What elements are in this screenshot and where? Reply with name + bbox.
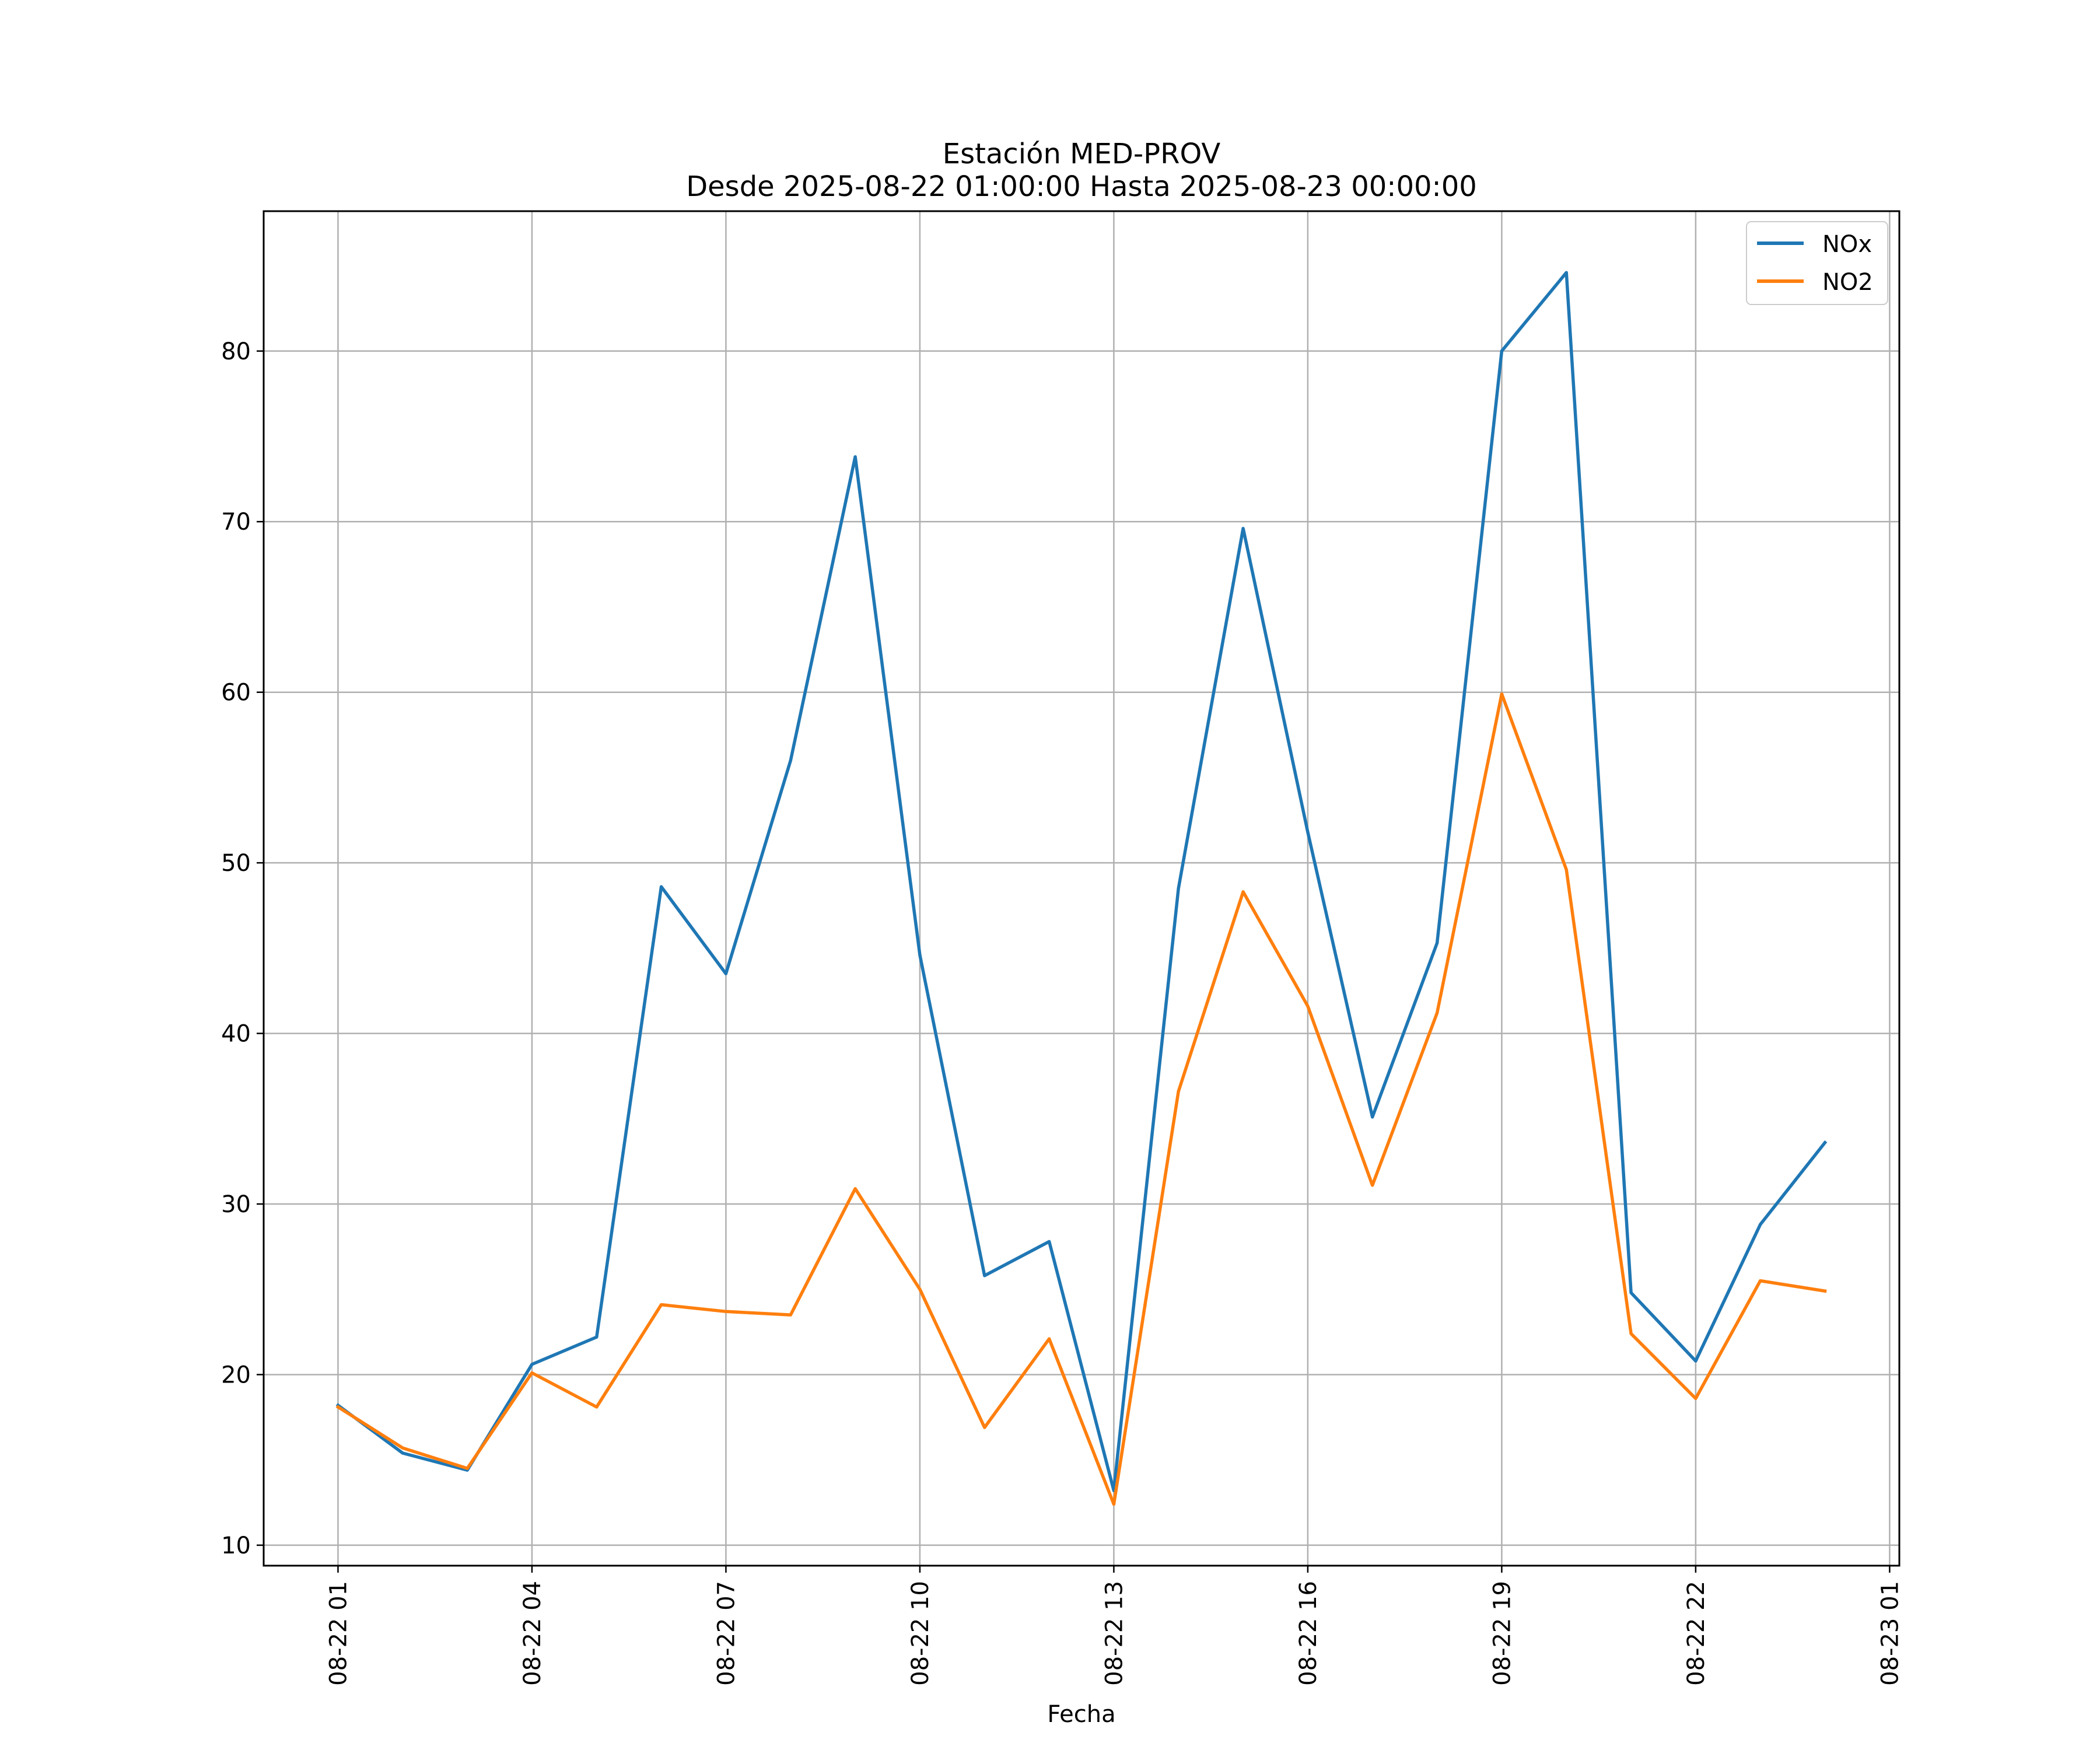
data-point-nox [1242, 527, 1244, 530]
data-point-nox [1630, 1292, 1632, 1294]
data-point-no2 [1630, 1332, 1632, 1335]
data-point-no2 [724, 1310, 727, 1312]
data-point-no2 [660, 1304, 663, 1306]
y-tick-label: 50 [221, 850, 251, 877]
x-tick-label: 08-23 01 [1877, 1581, 1903, 1686]
data-point-no2 [531, 1372, 533, 1374]
legend-no2-label: NO2 [1822, 269, 1873, 296]
y-tick-label: 10 [221, 1532, 251, 1559]
x-tick-label: 08-22 16 [1295, 1581, 1322, 1686]
data-point-no2 [337, 1406, 339, 1408]
data-point-nox [1048, 1240, 1051, 1242]
y-tick-label: 30 [221, 1191, 251, 1218]
data-point-no2 [1436, 1012, 1438, 1014]
plot-frame [262, 210, 1901, 1567]
data-point-no2 [1048, 1338, 1051, 1340]
data-point-no2 [596, 1406, 598, 1408]
series-line-no2 [335, 692, 1827, 1506]
data-point-no2 [466, 1467, 468, 1469]
data-point-no2 [1565, 869, 1567, 871]
chart-title-line-1: Estación MED-PROV [943, 138, 1221, 170]
data-point-no2 [1371, 1184, 1374, 1186]
x-tick-label: 08-22 10 [907, 1581, 934, 1686]
y-tick-label: 70 [221, 509, 251, 536]
legend-nox-label: NOx [1822, 231, 1872, 258]
data-point-no2 [1307, 1005, 1309, 1007]
data-point-no2 [1824, 1290, 1826, 1292]
y-tick-label: 40 [221, 1021, 251, 1048]
data-point-nox [1824, 1142, 1826, 1144]
data-point-no2 [401, 1447, 404, 1449]
data-point-nox [1307, 831, 1309, 833]
data-point-no2 [854, 1188, 856, 1190]
chart-title-line-2: Desde 2025-08-22 01:00:00 Hasta 2025-08-… [686, 170, 1477, 203]
x-tick-label: 08-22 01 [325, 1581, 352, 1686]
data-point-no2 [1695, 1397, 1697, 1399]
y-tick-label: 20 [221, 1362, 251, 1388]
data-point-no2 [1112, 1503, 1115, 1506]
data-point-nox [1371, 1116, 1374, 1118]
data-point-nox [1565, 271, 1567, 274]
y-tick-label: 80 [221, 338, 251, 365]
x-tick-label: 08-22 07 [713, 1581, 740, 1686]
data-point-no2 [984, 1426, 986, 1429]
data-point-no2 [1242, 891, 1244, 893]
axis-ticks: 10 20 30 40 50 60 70 80 08-22 01 08-22 04 08-22 07… [221, 338, 1903, 1686]
data-point-nox [401, 1452, 404, 1454]
data-point-no2 [789, 1314, 792, 1316]
data-point-nox [984, 1275, 986, 1277]
series-line-nox [335, 271, 1828, 1493]
data-point-no2 [919, 1288, 921, 1290]
data-point-nox [1177, 887, 1180, 890]
data-point-nox [1500, 350, 1503, 352]
data-point-nox [660, 886, 663, 888]
x-axis-label: Fecha [1047, 1701, 1115, 1728]
data-point-nox [724, 972, 727, 975]
data-point-nox [1695, 1360, 1697, 1362]
x-tick-label: 08-22 19 [1489, 1581, 1516, 1686]
data-point-nox [596, 1336, 598, 1338]
data-point-nox [789, 760, 792, 762]
grid-lines [264, 211, 1899, 1566]
data-point-no2 [1177, 1090, 1180, 1093]
data-point-nox [1759, 1223, 1762, 1226]
data-series [335, 271, 1828, 1506]
data-point-nox [1436, 942, 1438, 944]
data-point-nox [919, 954, 921, 956]
x-tick-label: 08-22 22 [1683, 1581, 1710, 1686]
y-tick-label: 60 [221, 680, 251, 706]
data-point-nox [531, 1363, 533, 1366]
data-point-no2 [1500, 693, 1503, 695]
data-point-nox [854, 456, 856, 458]
legend: NOx NO2 [1746, 221, 1888, 305]
x-tick-label: 08-22 04 [519, 1581, 546, 1686]
x-tick-label: 08-22 13 [1101, 1581, 1128, 1686]
data-point-no2 [1759, 1280, 1762, 1282]
